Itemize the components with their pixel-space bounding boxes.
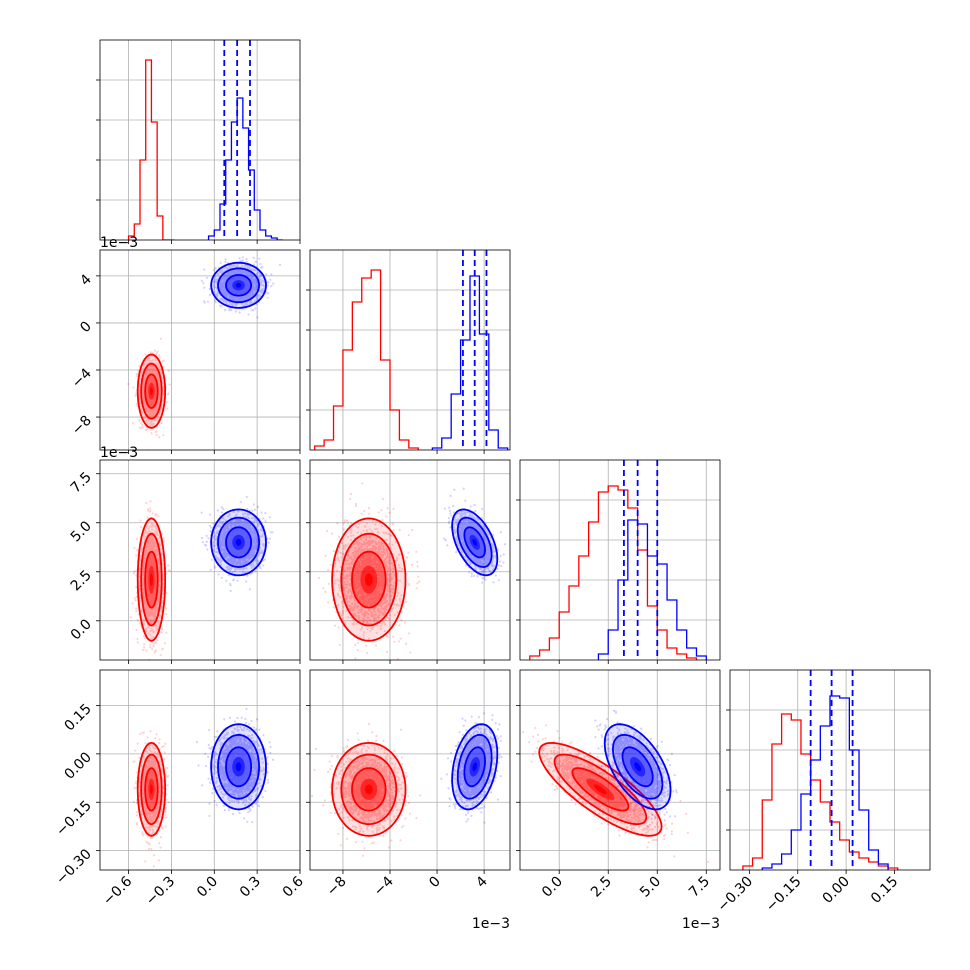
density-contour xyxy=(235,538,242,546)
grid xyxy=(100,250,300,450)
y-tick-label: −0.30 xyxy=(53,846,95,888)
panel-frame xyxy=(309,459,511,661)
panel-frame xyxy=(99,459,301,661)
density-contour xyxy=(150,784,153,795)
x-tick-label: −0.30 xyxy=(715,874,757,916)
panel-frame xyxy=(99,669,301,871)
sample-points xyxy=(311,722,422,857)
panel-frame xyxy=(519,459,721,661)
x-tick-label: 0.3 xyxy=(237,874,264,901)
marginal-panel-0 xyxy=(96,39,301,241)
x-offset-label: 1e−3 xyxy=(472,916,510,932)
joint-panel-2-1 xyxy=(309,459,511,661)
density-contour xyxy=(365,573,373,586)
red-histogram xyxy=(127,59,175,240)
y-tick-label: 2.5 xyxy=(68,567,95,594)
density-contour xyxy=(235,762,242,772)
x-offset-label: 1e−3 xyxy=(682,916,720,932)
panel-frame xyxy=(99,249,301,451)
marginal-panel-1 xyxy=(306,249,511,451)
y-tick-label: 4 xyxy=(77,271,95,289)
density-contour xyxy=(472,538,478,546)
grid xyxy=(310,250,510,450)
panel-frame xyxy=(99,39,301,241)
marginal-panel-2 xyxy=(516,459,721,661)
panel-frame xyxy=(519,669,721,871)
marginal-panel-3 xyxy=(726,669,931,871)
x-tick-label: 0.0 xyxy=(539,874,566,901)
red-histogram xyxy=(314,269,419,450)
y-tick-label: −4 xyxy=(69,365,95,391)
grid xyxy=(520,670,720,870)
y-tick-label: 0.00 xyxy=(61,749,94,782)
density-contour xyxy=(235,282,242,288)
red-histogram xyxy=(529,485,698,660)
joint-panel-3-1 xyxy=(309,669,511,871)
blue-histogram xyxy=(207,97,283,240)
x-tick-label: −0.15 xyxy=(763,874,805,916)
density-contour xyxy=(472,762,478,772)
blue-histogram xyxy=(761,695,889,870)
x-tick-label: −0.6 xyxy=(100,873,135,908)
x-tick-label: 0.15 xyxy=(868,874,901,907)
red-histogram xyxy=(742,713,899,870)
x-tick-label: 0.00 xyxy=(820,874,853,907)
panel-frame xyxy=(729,669,931,871)
x-tick-label: 0 xyxy=(426,874,444,892)
y-tick-label: 0 xyxy=(77,318,95,336)
blue-histogram xyxy=(431,275,509,450)
grid xyxy=(100,40,300,240)
y-tick-label: 0.15 xyxy=(61,701,94,734)
panel-frame xyxy=(309,249,511,451)
x-tick-label: −8 xyxy=(324,874,350,900)
x-tick-label: 0.0 xyxy=(194,874,221,901)
y-tick-label: 7.5 xyxy=(68,469,95,496)
y-offset-label: 1e−3 xyxy=(100,445,138,461)
panel-frame xyxy=(309,669,511,871)
x-tick-label: −4 xyxy=(371,873,397,899)
x-tick-label: 5.0 xyxy=(637,874,664,901)
x-tick-label: 2.5 xyxy=(588,874,615,901)
joint-panel-1-0 xyxy=(99,249,301,451)
joint-panel-3-0 xyxy=(99,669,301,871)
density-contour xyxy=(594,784,607,795)
x-tick-label: 4 xyxy=(473,873,491,891)
y-tick-label: −0.15 xyxy=(53,798,95,840)
x-tick-label: 0.6 xyxy=(280,873,307,900)
density-contour xyxy=(634,762,642,772)
y-tick-label: −8 xyxy=(69,413,95,439)
joint-panel-3-2 xyxy=(519,669,721,871)
blue-histogram xyxy=(597,519,707,660)
joint-panel-2-0 xyxy=(99,459,301,661)
x-tick-label: 7.5 xyxy=(686,874,713,901)
y-tick-label: 5.0 xyxy=(68,518,95,545)
grid xyxy=(100,460,300,660)
grid xyxy=(100,670,300,870)
density-contour xyxy=(150,387,153,395)
density-contour xyxy=(150,573,153,586)
y-offset-label: 1e−3 xyxy=(100,235,138,251)
x-tick-label: −0.3 xyxy=(143,874,178,909)
y-tick-label: 0.0 xyxy=(68,616,95,643)
density-contour xyxy=(365,784,373,795)
